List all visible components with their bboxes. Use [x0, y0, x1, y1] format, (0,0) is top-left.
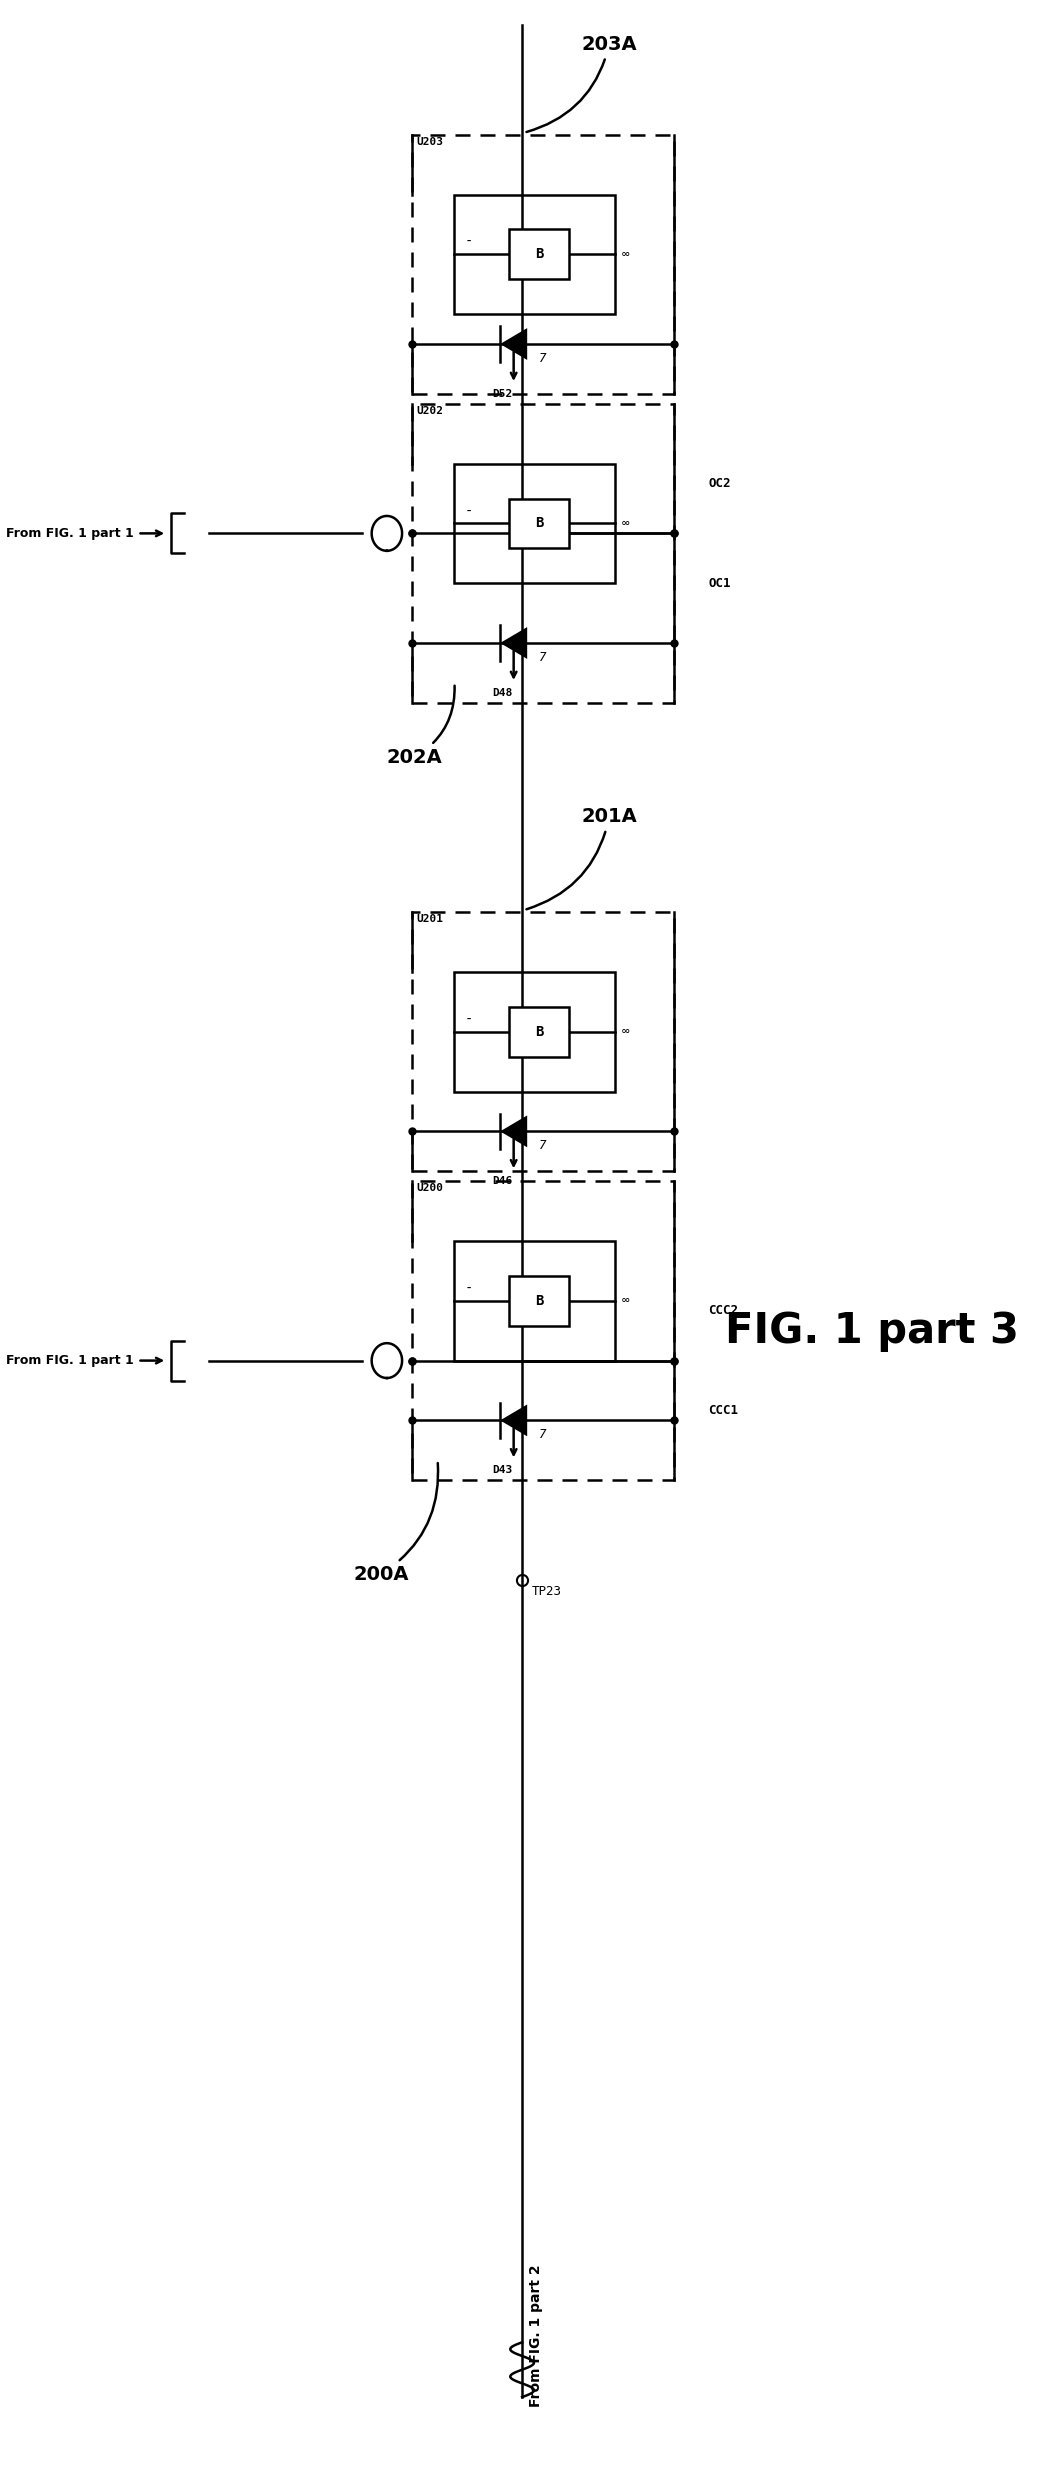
Text: From FIG. 1 part 1: From FIG. 1 part 1 [5, 1355, 133, 1367]
Bar [509, 1007, 569, 1057]
Text: 7: 7 [539, 352, 546, 365]
Text: 7: 7 [539, 650, 546, 665]
Polygon shape [500, 1116, 527, 1146]
Text: ∞: ∞ [621, 248, 630, 261]
Bar [412, 404, 675, 702]
Text: 203A: 203A [526, 35, 637, 131]
Text: D52: D52 [493, 390, 513, 399]
Text: ∞: ∞ [621, 1295, 630, 1307]
Text: U203: U203 [416, 136, 444, 146]
Bar [412, 913, 675, 1171]
Bar [455, 464, 615, 583]
Bar [455, 1240, 615, 1360]
Bar [509, 228, 569, 280]
Polygon shape [500, 1404, 527, 1436]
Text: -: - [464, 504, 473, 519]
Text: -: - [464, 1012, 473, 1027]
Text: U202: U202 [416, 407, 444, 417]
Text: B: B [535, 516, 543, 531]
Bar [509, 1275, 569, 1325]
Bar [455, 194, 615, 315]
Text: ∞: ∞ [621, 1025, 630, 1037]
Text: From FIG. 1 part 2: From FIG. 1 part 2 [529, 2265, 543, 2407]
Bar [455, 973, 615, 1092]
Polygon shape [500, 628, 527, 660]
Text: CCC2: CCC2 [708, 1305, 738, 1317]
Bar [509, 499, 569, 548]
Text: 200A: 200A [354, 1464, 438, 1583]
Text: 7: 7 [539, 1429, 546, 1441]
Text: D43: D43 [493, 1466, 513, 1476]
Text: D46: D46 [493, 1176, 513, 1186]
Text: B: B [535, 1293, 543, 1307]
Text: U200: U200 [416, 1183, 444, 1193]
Bar [412, 134, 675, 394]
Text: -: - [464, 236, 473, 248]
Bar [412, 1181, 675, 1481]
Text: CCC1: CCC1 [708, 1404, 738, 1417]
Text: D48: D48 [493, 687, 513, 697]
Text: B: B [535, 248, 543, 261]
Text: From FIG. 1 part 1: From FIG. 1 part 1 [5, 526, 133, 541]
Text: 202A: 202A [387, 685, 455, 767]
Text: FIG. 1 part 3: FIG. 1 part 3 [725, 1310, 1019, 1352]
Text: OC2: OC2 [708, 476, 730, 491]
Text: 7: 7 [539, 1139, 546, 1151]
Text: -: - [464, 1283, 473, 1295]
Text: ∞: ∞ [621, 516, 630, 531]
Text: TP23: TP23 [532, 1585, 563, 1598]
Text: OC1: OC1 [708, 576, 730, 590]
Text: 201A: 201A [526, 806, 637, 911]
Polygon shape [500, 327, 527, 360]
Text: B: B [535, 1025, 543, 1040]
Text: U201: U201 [416, 913, 444, 923]
